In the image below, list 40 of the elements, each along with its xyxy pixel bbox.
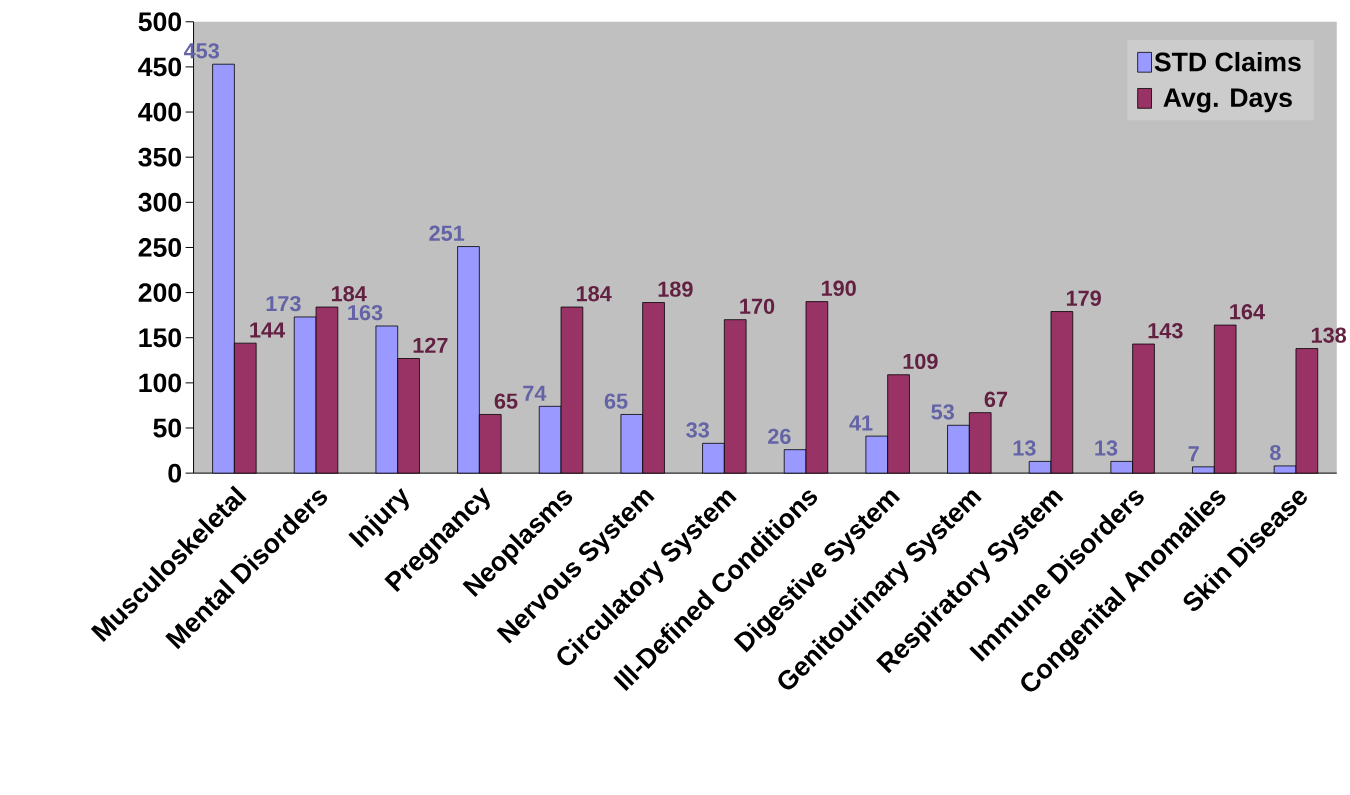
data-label: 13: [1095, 440, 1118, 456]
data-label: 138: [1311, 327, 1347, 343]
data-label: 251: [429, 225, 465, 241]
y-tick-label: 500: [138, 12, 182, 32]
data-label: 127: [413, 337, 448, 353]
data-label: 143: [1148, 323, 1183, 339]
y-tick-label: 400: [138, 102, 182, 122]
data-label: 53: [931, 404, 954, 420]
y-tick-label: 450: [138, 57, 182, 77]
y-tick-label: 100: [139, 373, 182, 393]
data-label: 67: [984, 391, 1008, 408]
data-label: 74: [523, 385, 547, 401]
data-label: 13: [1013, 440, 1036, 456]
data-label: 7: [1188, 446, 1199, 462]
y-tick-label: 50: [153, 418, 182, 438]
data-label: 26: [768, 428, 791, 445]
data-label: 144: [250, 322, 286, 338]
data-label: 189: [658, 281, 693, 297]
data-label: 170: [740, 298, 775, 315]
legend-label: Avg. Days: [1163, 88, 1292, 113]
data-label: 33: [686, 422, 709, 438]
data-label: 179: [1066, 290, 1101, 306]
y-tick-label: 250: [138, 238, 182, 257]
data-label: 65: [494, 393, 518, 409]
data-label: 184: [576, 286, 612, 302]
data-label: 184: [331, 286, 367, 302]
data-label: 163: [348, 305, 383, 321]
data-label: 65: [604, 393, 628, 409]
y-tick-label: 200: [138, 283, 182, 303]
y-tick-label: 0: [168, 463, 182, 483]
data-label: 41: [849, 415, 873, 431]
legend-label: STD Claims: [1154, 51, 1301, 72]
y-tick-label: 300: [138, 192, 182, 212]
y-tick-label: 350: [138, 147, 182, 167]
data-label: 173: [266, 295, 301, 312]
y-tick-label: 150: [139, 328, 182, 348]
data-label: 164: [1230, 304, 1265, 320]
data-label: 8: [1270, 444, 1281, 461]
data-label: 109: [903, 353, 938, 370]
data-label: 190: [821, 280, 856, 297]
